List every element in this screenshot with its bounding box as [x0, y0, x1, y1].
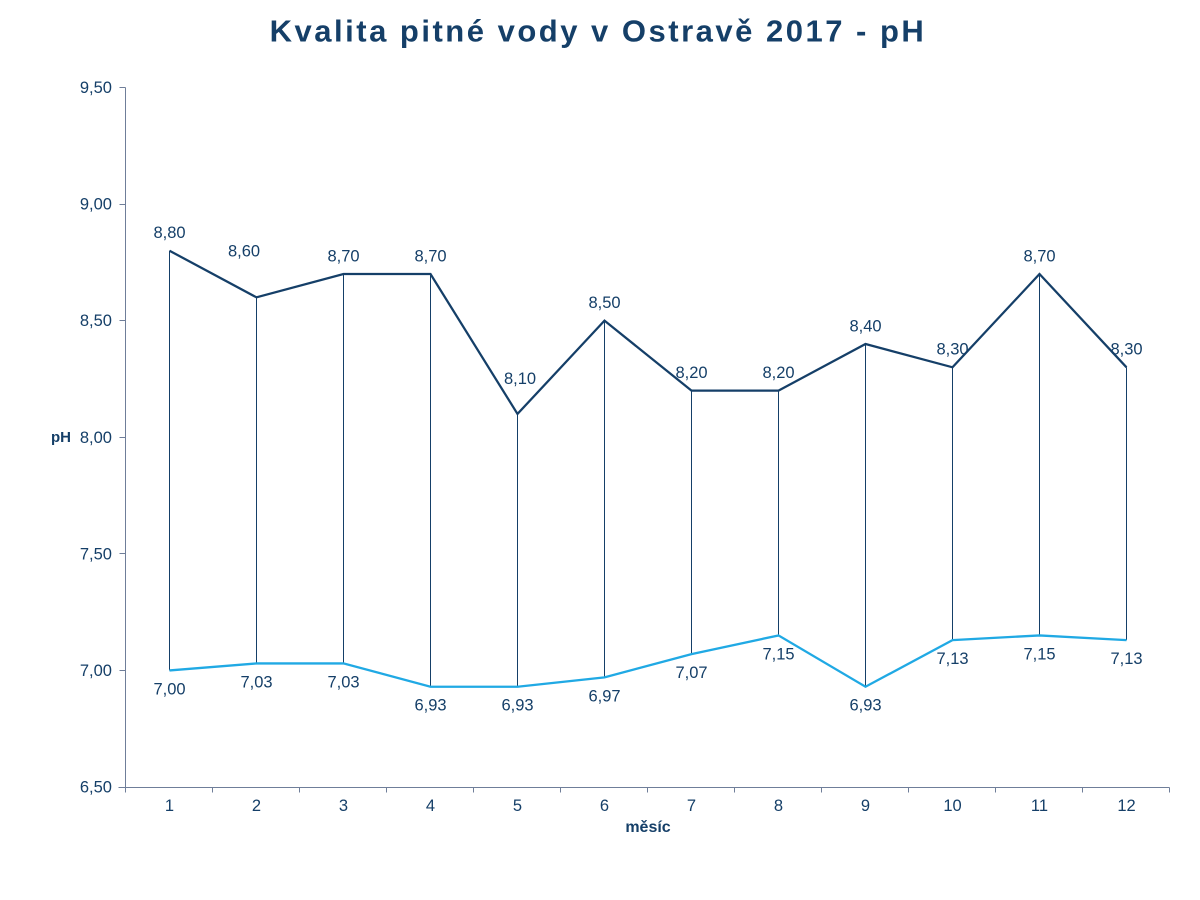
- svg-text:8,70: 8,70: [414, 247, 446, 265]
- svg-text:2: 2: [252, 797, 261, 815]
- svg-text:7,13: 7,13: [936, 650, 968, 668]
- svg-text:4: 4: [426, 797, 435, 815]
- svg-text:8,60: 8,60: [228, 243, 260, 261]
- svg-text:6,50: 6,50: [80, 779, 112, 797]
- svg-text:7,15: 7,15: [762, 645, 794, 663]
- svg-text:pH: pH: [51, 429, 71, 446]
- svg-text:7,07: 7,07: [675, 664, 707, 682]
- svg-text:7,15: 7,15: [1023, 645, 1055, 663]
- svg-text:6,93: 6,93: [414, 697, 446, 715]
- svg-text:8,80: 8,80: [153, 224, 185, 242]
- svg-text:8,40: 8,40: [849, 317, 881, 335]
- svg-text:10: 10: [943, 797, 961, 815]
- svg-text:6,97: 6,97: [588, 687, 620, 705]
- svg-text:7,00: 7,00: [80, 662, 112, 680]
- svg-text:12: 12: [1117, 797, 1135, 815]
- svg-text:6: 6: [600, 797, 609, 815]
- svg-text:8,50: 8,50: [588, 294, 620, 312]
- svg-text:9,50: 9,50: [80, 79, 112, 97]
- svg-text:9: 9: [861, 797, 870, 815]
- svg-text:8,70: 8,70: [1023, 247, 1055, 265]
- svg-text:1: 1: [165, 797, 174, 815]
- svg-text:7: 7: [687, 797, 696, 815]
- svg-text:Kvalita pitné vody v Ostravě 2: Kvalita pitné vody v Ostravě 2017 - pH: [270, 14, 927, 49]
- svg-text:8,30: 8,30: [936, 341, 968, 359]
- svg-text:měsíc: měsíc: [625, 819, 670, 836]
- svg-text:3: 3: [339, 797, 348, 815]
- svg-text:7,03: 7,03: [327, 673, 359, 691]
- svg-text:9,00: 9,00: [80, 196, 112, 214]
- svg-text:5: 5: [513, 797, 522, 815]
- svg-text:7,03: 7,03: [240, 673, 272, 691]
- svg-text:7,00: 7,00: [153, 680, 185, 698]
- svg-text:11: 11: [1031, 797, 1048, 815]
- svg-text:8,00: 8,00: [80, 429, 112, 447]
- svg-text:8: 8: [774, 797, 783, 815]
- svg-text:7,13: 7,13: [1110, 650, 1142, 668]
- svg-text:8,10: 8,10: [504, 370, 536, 388]
- svg-text:8,20: 8,20: [762, 364, 794, 382]
- svg-text:8,70: 8,70: [327, 247, 359, 265]
- svg-text:7,50: 7,50: [80, 545, 112, 563]
- svg-text:8,20: 8,20: [675, 364, 707, 382]
- svg-text:8,50: 8,50: [80, 312, 112, 330]
- svg-text:6,93: 6,93: [501, 697, 533, 715]
- svg-text:8,30: 8,30: [1110, 341, 1142, 359]
- svg-text:6,93: 6,93: [849, 697, 881, 715]
